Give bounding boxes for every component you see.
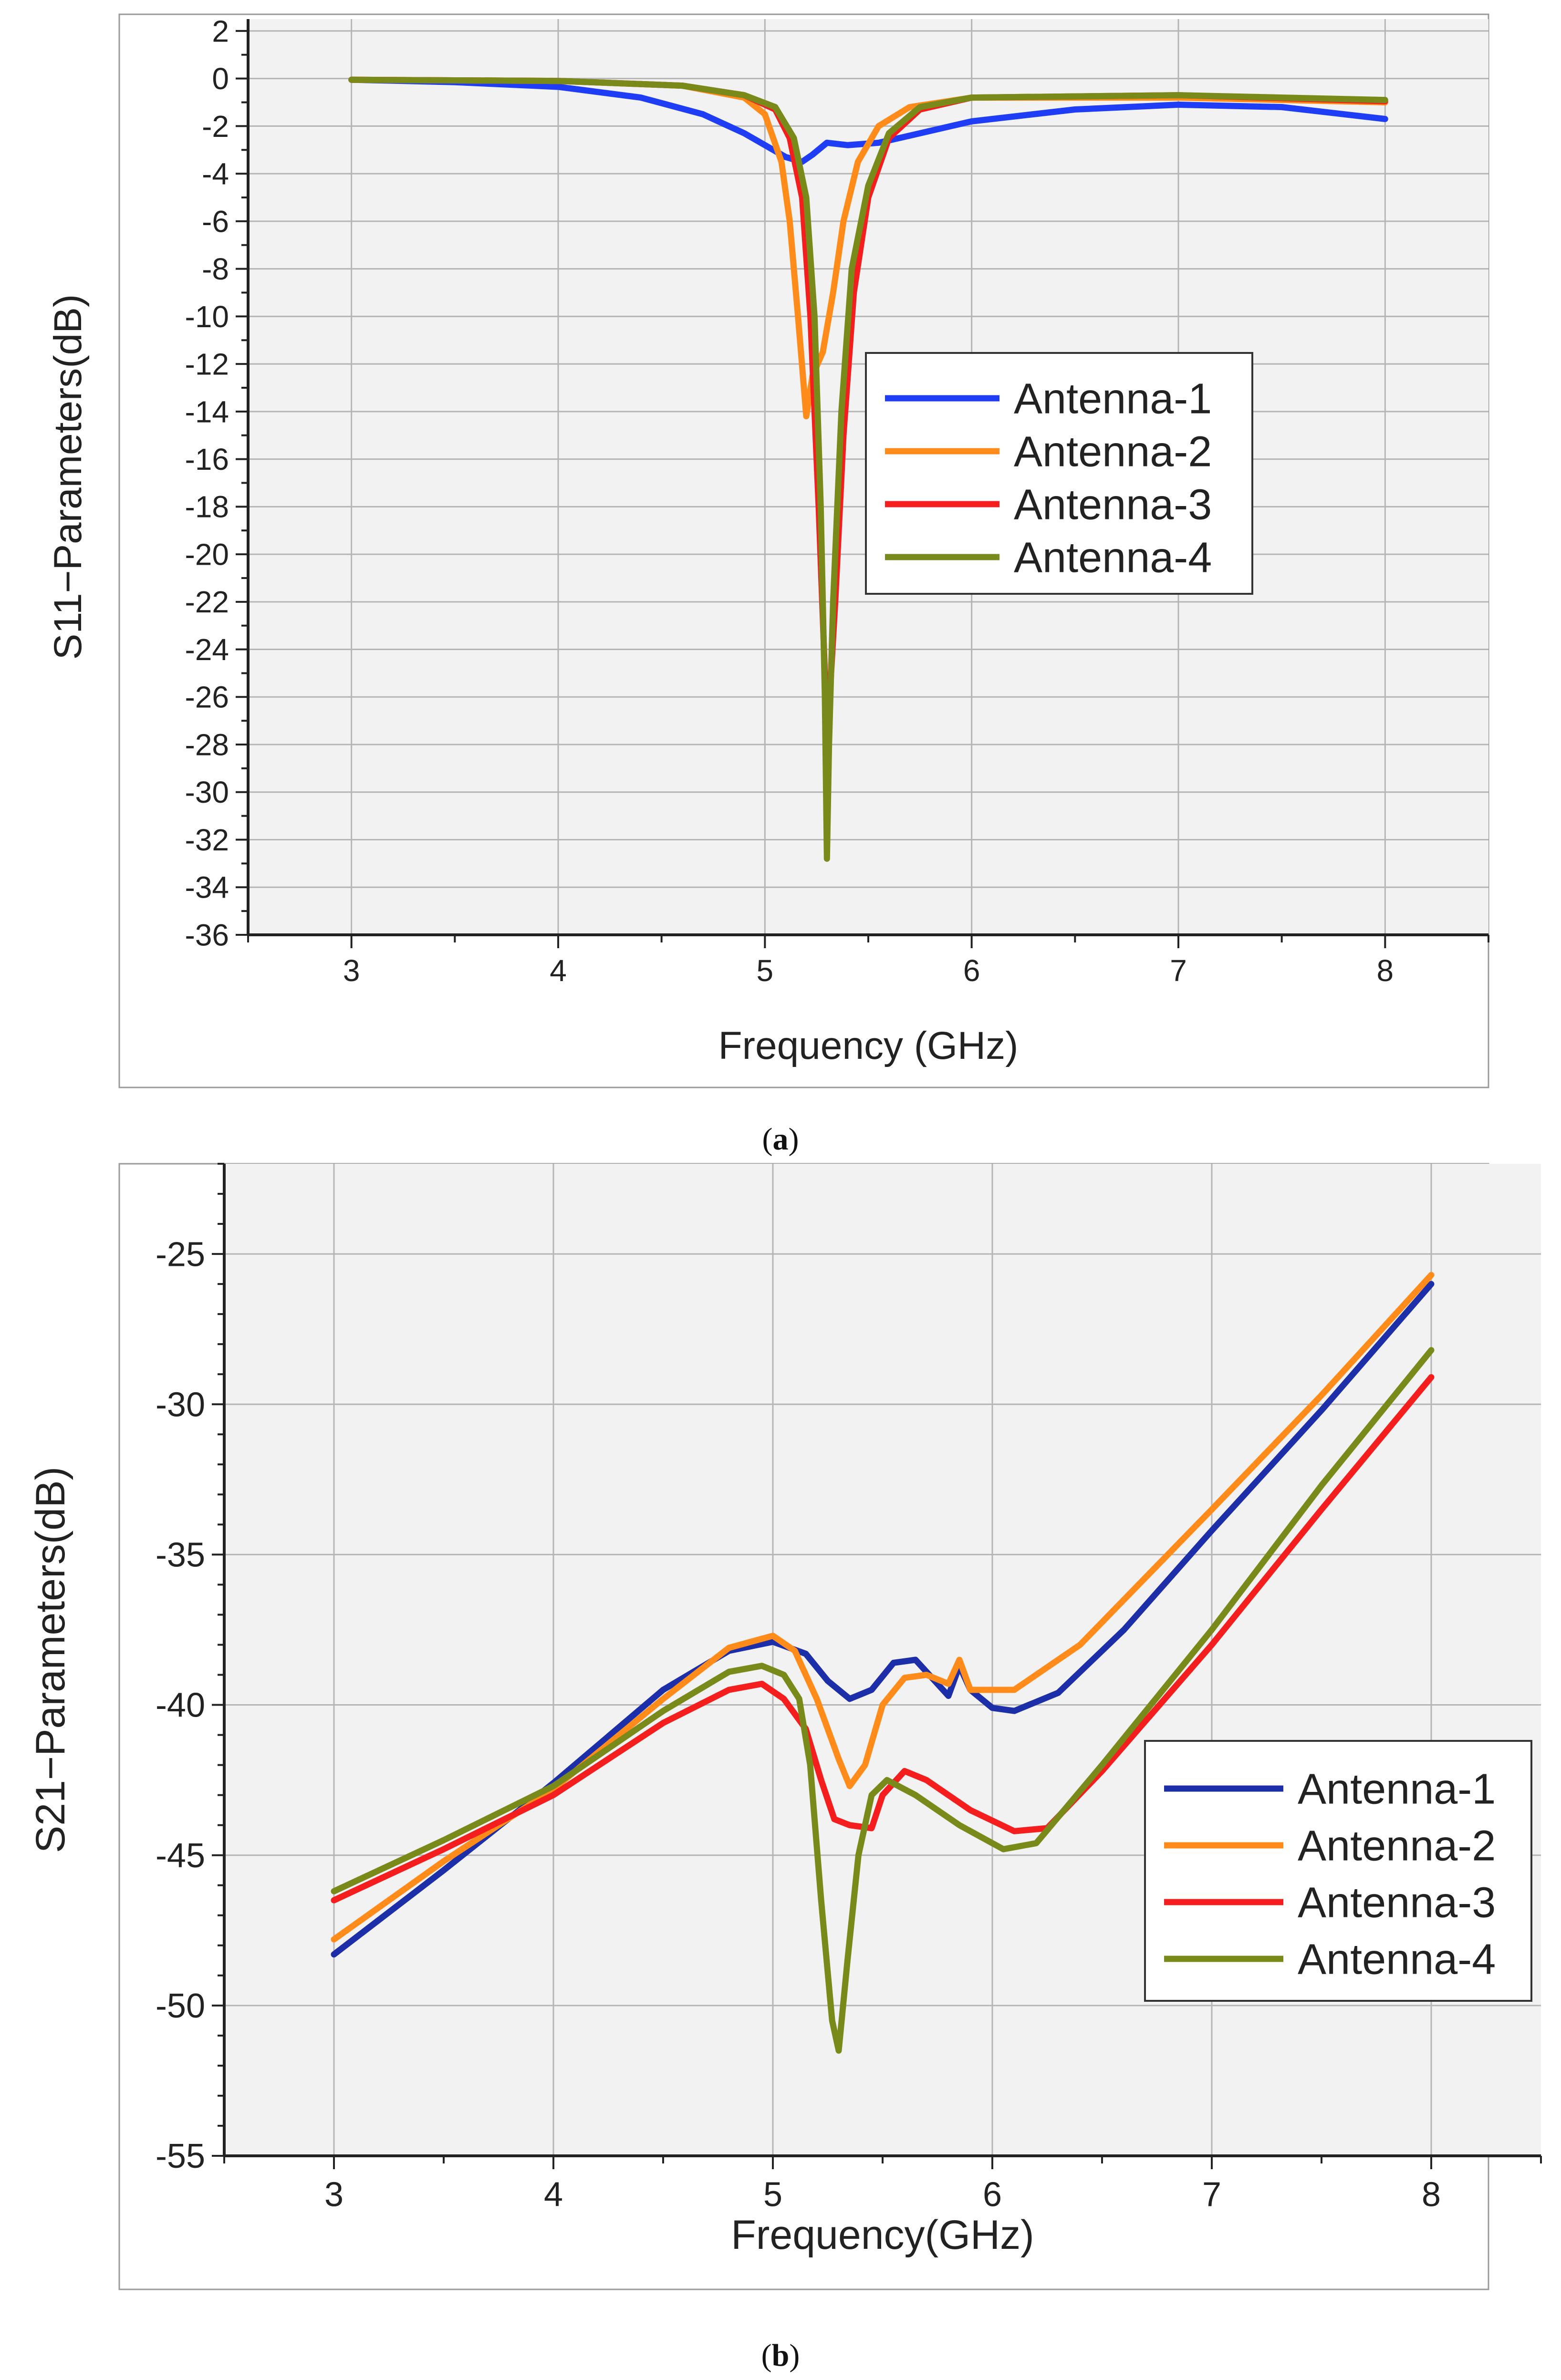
- y-tick-label: -26: [185, 680, 229, 714]
- y-tick-label: -30: [156, 1386, 205, 1424]
- y-tick-label: -36: [185, 918, 229, 952]
- plot-area: [224, 1164, 1541, 2156]
- x-tick-label: 5: [763, 2176, 782, 2214]
- legend: Antenna-1 Antenna-2 Antenna-3 Antenna-4: [865, 352, 1253, 595]
- y-tick-label: 2: [212, 14, 229, 48]
- y-tick-label: -8: [202, 252, 229, 286]
- y-tick-label: -22: [185, 585, 229, 619]
- series-line-antenna-4: [348, 76, 1388, 862]
- x-tick-label: 3: [343, 953, 360, 988]
- x-tick-label: 4: [550, 953, 567, 988]
- series-line-antenna-4: [331, 1347, 1435, 2054]
- y-tick-label: -45: [156, 1837, 205, 1875]
- y-tick-label: -50: [156, 1987, 205, 2025]
- series-line-antenna-1: [348, 76, 1388, 165]
- x-axis-label: Frequency (GHz): [718, 1024, 1019, 1067]
- y-tick-label: 0: [212, 62, 229, 96]
- y-tick-label: -24: [185, 632, 229, 667]
- legend: Antenna-1 Antenna-2 Antenna-3 Antenna-4: [1144, 1740, 1532, 2002]
- x-tick-label: 8: [1422, 2176, 1441, 2214]
- y-tick-label: -4: [202, 157, 229, 191]
- y-tick-label: -6: [202, 204, 229, 238]
- legend-label: Antenna-2: [1298, 1822, 1496, 1870]
- chart-a: 3 4 5 6 7 8 2 0 -2 -4 -6 -8 -10 -12 -14 -16 -18 -20 -22 -24…: [46, 13, 1489, 1157]
- chart-b: 3 4 5 6 7 8 -25 -30 -35 -40 -45 -50 -55 Frequency(GHz…: [28, 1163, 1542, 2373]
- y-tick-label: -10: [185, 300, 229, 334]
- x-tick-label: 7: [1170, 953, 1187, 988]
- x-tick-label: 7: [1202, 2176, 1221, 2214]
- legend-label: Antenna-4: [1014, 534, 1212, 582]
- legend-box: [865, 352, 1253, 595]
- caption-close: ): [789, 2338, 800, 2373]
- caption-letter: a: [773, 1122, 789, 1157]
- caption-open: (: [762, 1122, 773, 1157]
- x-tick-label: 4: [544, 2176, 563, 2214]
- y-tick-label: -32: [185, 823, 229, 857]
- x-tick-label: 6: [963, 953, 980, 988]
- y-tick-label: -20: [185, 537, 229, 571]
- y-tick-label: -12: [185, 347, 229, 382]
- y-axis-label: S11−Parameters(dB): [46, 294, 90, 660]
- legend-label: Antenna-1: [1298, 1766, 1496, 1813]
- y-tick-label: -18: [185, 490, 229, 524]
- series-line-antenna-2: [331, 1272, 1435, 1943]
- caption-open: (: [761, 2338, 772, 2373]
- legend-label: Antenna-2: [1014, 428, 1212, 476]
- caption-close: ): [789, 1122, 799, 1157]
- y-tick-label: -28: [185, 727, 229, 762]
- y-tick-label: -34: [185, 870, 229, 905]
- x-tick-label: 6: [983, 2176, 1002, 2214]
- y-tick-label: -14: [185, 394, 229, 429]
- series-group: [331, 1272, 1435, 2054]
- caption-letter: b: [772, 2338, 790, 2373]
- x-tick-label: 8: [1377, 953, 1394, 988]
- y-tick-label: -25: [156, 1235, 205, 1273]
- y-tick-label: -55: [156, 2137, 205, 2175]
- legend-label: Antenna-3: [1014, 481, 1212, 529]
- series-group: [348, 76, 1388, 862]
- x-axis-label: Frequency(GHz): [731, 2212, 1034, 2258]
- panel-caption: (b): [761, 2338, 800, 2373]
- x-tick-label: 5: [757, 953, 774, 988]
- y-tick-label: -30: [185, 775, 229, 809]
- y-tick-label: -40: [156, 1687, 205, 1725]
- legend-label: Antenna-4: [1298, 1936, 1496, 1984]
- legend-label: Antenna-3: [1298, 1879, 1496, 1927]
- panel-caption: (a): [762, 1122, 799, 1157]
- y-tick-label: -35: [156, 1536, 205, 1574]
- legend-label: Antenna-1: [1014, 375, 1212, 423]
- y-tick-label: -16: [185, 442, 229, 476]
- y-tick-label: -2: [202, 109, 229, 144]
- x-tick-label: 3: [324, 2176, 343, 2214]
- y-axis-label: S21−Parameters(dB): [28, 1467, 73, 1853]
